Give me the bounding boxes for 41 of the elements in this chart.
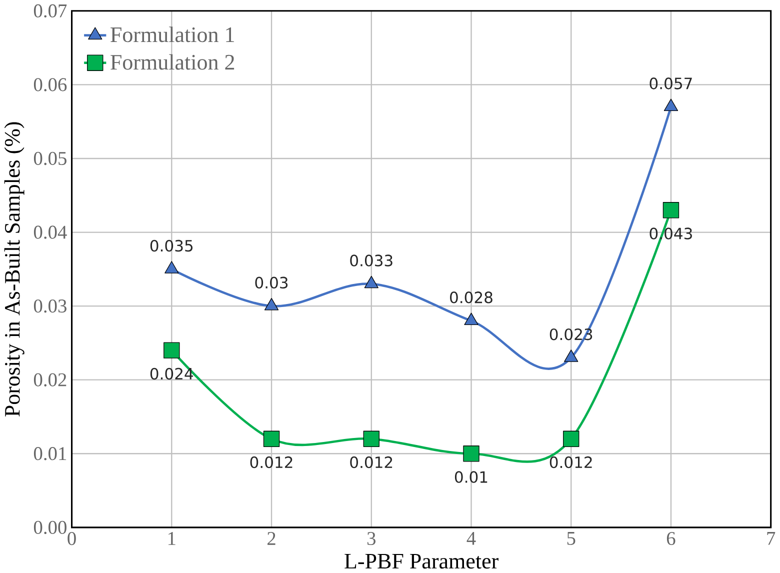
point [364,276,378,288]
y-tick-label: 0.07 [34,4,67,18]
data-label: 0.057 [650,78,692,90]
data-label: 0.03 [255,276,288,289]
x-tick-label: 1 [168,532,176,545]
point [564,350,578,362]
data-label: 0.033 [350,254,392,266]
x-axis-title: L-PBF Parameter [344,554,498,569]
point [164,342,180,358]
point [464,312,478,326]
data-label: 0.024 [150,368,193,380]
data-label: 0.035 [150,240,193,252]
x-tick-label: 3 [367,532,376,546]
x-tick-label: 4 [466,532,476,545]
data-label: 0.012 [350,456,392,468]
point [463,446,480,462]
point [563,430,580,448]
data-label: 0.012 [250,456,292,468]
data-label: 0.01 [454,471,488,483]
y-tick-label: 0.00 [34,520,66,534]
data-label: 0.012 [550,456,592,468]
point [263,430,280,448]
y-tick-label: 0.05 [34,152,66,166]
legend-label: Formulation 2 [110,54,234,70]
x-tick-label: 2 [268,532,276,545]
point [664,98,678,112]
point [164,261,179,274]
point [264,298,279,310]
y-tick-label: 0.03 [34,300,66,313]
data-label: 0.028 [450,292,492,304]
y-tick-label: 0.04 [34,226,67,239]
x-tick-label: 6 [666,532,676,546]
x-tick-label: 7 [767,532,776,545]
y-tick-label: 0.02 [34,373,66,386]
y-tick-label: 0.01 [34,447,66,460]
x-tick-label: 0 [68,532,76,546]
y-tick-label: 0.06 [34,78,67,92]
x-tick-label: 5 [567,532,576,545]
point [363,430,380,448]
legend-label: Formulation 1 [110,26,234,42]
y-axis-title: Porosity in As-Built Samples (%) [4,122,24,417]
